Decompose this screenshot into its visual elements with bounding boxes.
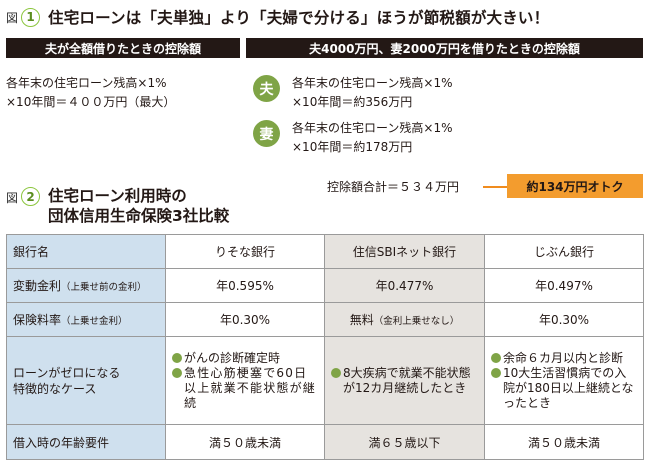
figure-label: 図: [6, 10, 19, 25]
header-sbi: 住信SBIネット銀行: [324, 234, 485, 269]
table-header-row: 銀行名 りそな銀行 住信SBIネット銀行 じぶん銀行: [6, 234, 644, 269]
calc-line: 各年末の住宅ローン残高×1%: [292, 76, 453, 90]
table-row-premium: 保険料率（上乗せ金利） 年0.30% 無料（金利上乗せなし） 年0.30%: [6, 302, 644, 337]
cell-value: 年0.30%: [165, 302, 325, 337]
row-label-cases: ローンがゼロになる 特徴的なケース: [6, 336, 166, 425]
husband-icon: 夫: [253, 75, 280, 102]
bullet-icon: [172, 367, 182, 378]
husband-calculation: 各年末の住宅ローン残高×1% ×10年間＝約356万円: [292, 74, 453, 112]
row-label-text: 変動金利: [13, 279, 62, 293]
cell-value: 年0.497%: [484, 268, 644, 303]
wife-icon: 妻: [253, 120, 280, 147]
insurance-comparison-table: 銀行名 りそな銀行 住信SBIネット銀行 じぶん銀行 変動金利（上乗せ前の金利）…: [6, 234, 644, 460]
title-line: 住宅ローン利用時の: [48, 187, 187, 205]
title-line: 団体信用生命保険3社比較: [48, 207, 230, 225]
figure-1-title: 住宅ローンは「夫単独」より「夫婦で分ける」ほうが節税額が大きい！: [48, 9, 550, 27]
cell-jibun-cases: 余命６カ月以内と診断 10大生活習慣病での入院が180日以上継続となったとき: [484, 336, 644, 425]
figure-2-heading: 図 2 住宅ローン利用時の 団体信用生命保険3社比較: [6, 186, 229, 226]
calc-line: ×10年間＝約356万円: [292, 95, 413, 109]
list-item: 8大疾病で就業不能状態が12カ月継続したとき: [331, 366, 478, 396]
list-item: 余命６カ月以内と診断: [491, 351, 637, 366]
cell-value-note: （金利上乗せなし）: [373, 316, 460, 327]
calc-line: 各年末の住宅ローン残高×1%: [6, 76, 167, 90]
figure-label: 図: [6, 191, 19, 205]
bullet-icon: [491, 352, 501, 363]
cell-value: 満６５歳以下: [324, 424, 485, 460]
table-row-variable-rate: 変動金利（上乗せ前の金利） 年0.595% 年0.477% 年0.497%: [6, 268, 644, 303]
total-deduction: 控除額合計＝５３４万円: [327, 180, 460, 194]
list-item: 10大生活習慣病での入院が180日以上継続となったとき: [491, 366, 637, 411]
cell-resona-cases: がんの診断確定時 急性心筋梗塞で60日以上就業不能状態が継続: [165, 336, 325, 425]
cell-value: 無料（金利上乗せなし）: [324, 302, 485, 337]
cell-sbi-cases: 8大疾病で就業不能状態が12カ月継続したとき: [324, 336, 485, 425]
calc-line: ×10年間＝約178万円: [292, 140, 413, 154]
row-label-note: （上乗せ前の金利）: [61, 282, 147, 293]
single-borrower-calculation: 各年末の住宅ローン残高×1% ×10年間＝４００万円（最大）: [6, 74, 175, 112]
figure-number-badge: 2: [21, 187, 41, 206]
table-row-cases: ローンがゼロになる 特徴的なケース がんの診断確定時 急性心筋梗塞で60日以上就…: [6, 336, 644, 425]
list-item: がんの診断確定時: [172, 351, 318, 366]
figure-2-title: 住宅ローン利用時の 団体信用生命保険3社比較: [48, 186, 229, 226]
header-bank-name: 銀行名: [6, 234, 166, 269]
calc-line: 各年末の住宅ローン残高×1%: [292, 121, 453, 135]
pair-loan-header: 夫4000万円、妻2000万円を借りたときの控除額: [246, 38, 643, 58]
single-borrower-header: 夫が全額借りたときの控除額: [6, 38, 240, 58]
row-label-premium: 保険料率（上乗せ金利）: [6, 302, 166, 337]
row-label-text: 保険料率: [13, 313, 62, 327]
row-label-text: 特徴的なケース: [13, 381, 97, 396]
cell-value: 年0.30%: [484, 302, 644, 337]
row-label-age: 借入時の年齢要件: [6, 424, 166, 460]
header-jibun: じぶん銀行: [484, 234, 644, 269]
cell-value: 満５０歳未満: [484, 424, 644, 460]
figure-number-badge: 1: [21, 7, 41, 27]
cell-value-text: 無料: [349, 313, 374, 327]
cell-value: 満５０歳未満: [165, 424, 325, 460]
header-resona: りそな銀行: [165, 234, 325, 269]
calc-line: ×10年間＝４００万円（最大）: [6, 95, 176, 109]
wife-calculation: 各年末の住宅ローン残高×1% ×10年間＝約178万円: [292, 119, 453, 157]
row-label-note: （上乗せ金利）: [61, 316, 128, 327]
figure-1-heading: 図 1 住宅ローンは「夫単独」より「夫婦で分ける」ほうが節税額が大きい！: [6, 6, 549, 28]
list-item: 急性心筋梗塞で60日以上就業不能状態が継続: [172, 366, 318, 411]
bullet-icon: [172, 352, 182, 363]
cell-value: 年0.477%: [324, 268, 485, 303]
table-row-age: 借入時の年齢要件 満５０歳未満 満６５歳以下 満５０歳未満: [6, 424, 644, 460]
row-label-text: ローンがゼロになる: [13, 365, 121, 380]
cell-value: 年0.595%: [165, 268, 325, 303]
row-label-variable-rate: 変動金利（上乗せ前の金利）: [6, 268, 166, 303]
bullet-icon: [491, 367, 501, 378]
bullet-icon: [331, 367, 341, 378]
savings-badge: 約134万円オトク: [507, 174, 643, 198]
connector-line: [483, 186, 508, 188]
